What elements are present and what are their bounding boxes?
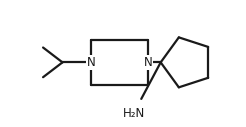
Text: N: N (87, 56, 95, 69)
Text: H₂N: H₂N (123, 107, 146, 120)
Text: N: N (144, 56, 153, 69)
